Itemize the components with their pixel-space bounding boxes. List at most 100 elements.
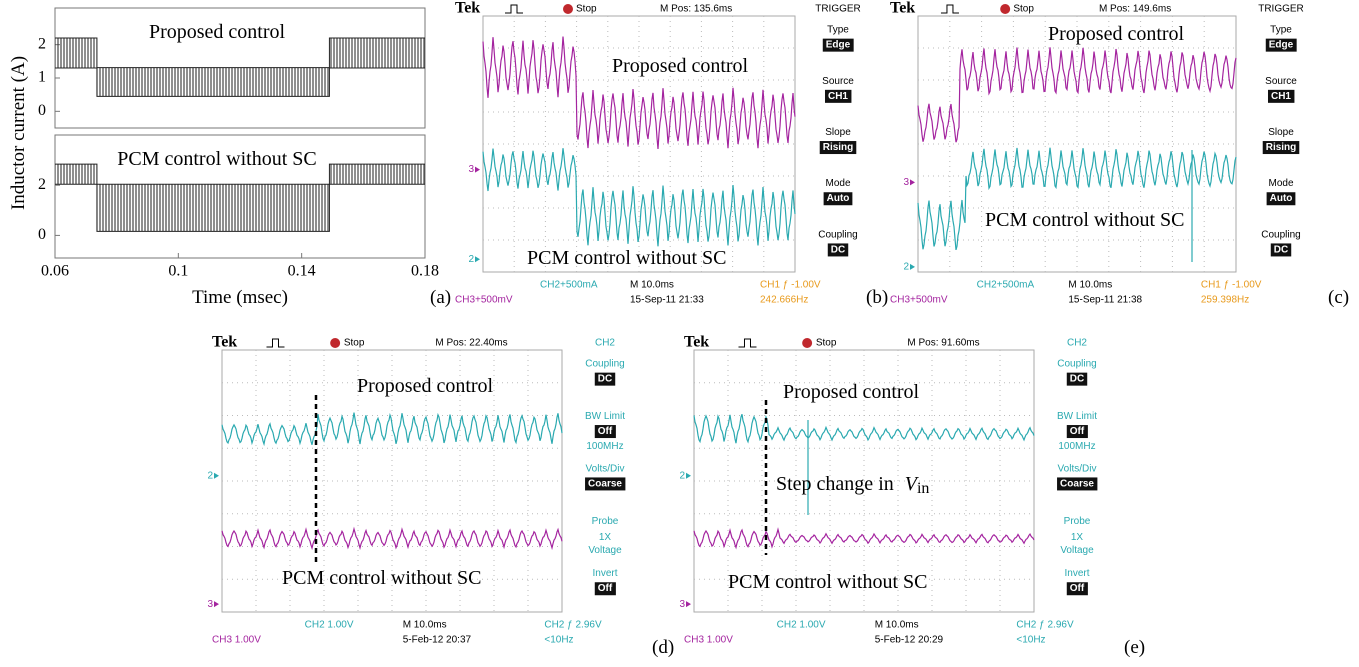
status-readout: <10Hz [1016, 635, 1045, 646]
status-readout: CH2 1.00V [305, 620, 354, 631]
annotation: Proposed control [783, 381, 920, 403]
menu-item-title: BW Limit [1057, 411, 1097, 422]
menu-item-value: Off [1070, 583, 1085, 594]
menu-item-title: Probe [1064, 516, 1091, 527]
trigger-symbol [738, 339, 756, 347]
menu-item-value: Off [1070, 426, 1085, 437]
y-tick-label: 0 [38, 226, 46, 243]
annotation: Proposed control [612, 55, 749, 77]
scope-brand: Tek [684, 334, 709, 351]
status-readout: CH2 ƒ 2.96V [1016, 620, 1074, 631]
channel-marker: 3 [207, 599, 213, 610]
menu-item-value: DC [598, 374, 612, 385]
channel-marker: 2 [207, 470, 213, 481]
y-axis-label: Inductor current (A) [8, 56, 29, 210]
scope-status: Stop [344, 338, 365, 349]
status-readout: M 10.0ms [875, 620, 919, 631]
scope-brand: Tek [890, 0, 915, 17]
status-readout: CH3 1.00V [212, 635, 261, 646]
menu-item-value: Coarse [588, 478, 622, 489]
figure: 0 1 2 Proposed control Inductor current (A) 0… [0, 0, 1359, 667]
annotation: Proposed control [149, 21, 286, 43]
status-readout: 15-Sep-11 21:38 [1068, 295, 1142, 306]
stop-indicator [330, 338, 340, 348]
channel-marker: 2 [903, 262, 909, 273]
channel-marker: 2 [679, 470, 685, 481]
menu-item-title: Mode [1268, 178, 1293, 189]
oscilloscope-screen: TekStopM Pos: 91.60msCH2CouplingDCBW Lim… [679, 334, 1145, 658]
trigger-symbol [266, 339, 284, 347]
menu-item-value: Edge [826, 40, 851, 51]
status-readout: M 10.0ms [630, 280, 674, 291]
ripple-band [55, 164, 425, 231]
menu-item-note: 1X [599, 532, 612, 543]
menu-item-value: CH1 [1271, 91, 1291, 102]
status-readout: CH3+500mV [890, 295, 948, 306]
channel-marker: 3 [468, 164, 474, 175]
menu-item-title: Coupling [1261, 229, 1300, 240]
menu-title: TRIGGER [815, 4, 861, 15]
scope-brand: Tek [212, 334, 237, 351]
menu-title: CH2 [1067, 338, 1087, 349]
menu-item-value: Off [598, 426, 613, 437]
menu-item-title: Volts/Div [586, 463, 625, 474]
menu-item-note: Voltage [1060, 545, 1094, 556]
menu-item-title: Invert [1064, 568, 1089, 579]
menu-item-title: Mode [825, 178, 850, 189]
scope-status: Stop [1013, 4, 1034, 15]
page: Inductor current waveforms html, body { … [0, 0, 1359, 667]
y-tick-label: 0 [38, 102, 46, 119]
annotation: PCM control without SC [282, 567, 481, 589]
status-readout: CH2 ƒ 2.96V [544, 620, 602, 631]
channel-marker: 3 [679, 599, 685, 610]
trigger-symbol [941, 5, 959, 13]
status-readout: 259.398Hz [1201, 295, 1249, 306]
annotation-text: Step change in [776, 473, 899, 495]
scope-position: M Pos: 149.6ms [1099, 4, 1171, 15]
menu-item-value: Coarse [1060, 478, 1094, 489]
status-readout: 5-Feb-12 20:37 [403, 635, 472, 646]
status-readout: <10Hz [544, 635, 573, 646]
menu-item-title: BW Limit [585, 411, 625, 422]
annotation-subscript: in [917, 480, 929, 497]
channel-arrow [214, 601, 219, 607]
channel-arrow [475, 167, 480, 173]
menu-item-title: Volts/Div [1058, 463, 1097, 474]
menu-item-value: Auto [827, 193, 850, 204]
menu-item-value: CH1 [828, 91, 848, 102]
menu-item-title: Source [822, 76, 854, 87]
x-axis-label: Time (msec) [192, 287, 288, 308]
scope-status: Stop [816, 338, 837, 349]
menu-item-title: Probe [592, 516, 619, 527]
status-readout: 5-Feb-12 20:29 [875, 635, 944, 646]
menu-item-note: Voltage [588, 545, 622, 556]
menu-item-title: Type [1270, 25, 1292, 36]
stop-indicator [1000, 4, 1010, 14]
status-readout: 242.666Hz [760, 295, 808, 306]
stop-indicator [802, 338, 812, 348]
menu-item-title: Invert [592, 568, 617, 579]
x-tick-label: 0.1 [168, 263, 188, 280]
status-readout: CH2 1.00V [777, 620, 826, 631]
x-tick-label: 0.06 [41, 263, 69, 280]
menu-item-title: Type [827, 25, 849, 36]
menu-item-title: Coupling [1057, 359, 1096, 370]
x-tick-label: 0.18 [411, 263, 439, 280]
panel-label: (a) [430, 287, 451, 308]
status-readout: CH1 ƒ -1.00V [760, 280, 821, 291]
panel-label: (e) [1124, 637, 1145, 658]
channel-arrow [910, 264, 915, 270]
x-tick-label: 0.14 [288, 263, 316, 280]
menu-item-value: Rising [1266, 142, 1297, 153]
menu-item-title: Slope [825, 127, 851, 138]
y-tick-label: 1 [38, 69, 46, 86]
menu-item-note: 100MHz [1058, 441, 1095, 452]
channel-arrow [214, 473, 219, 479]
trigger-symbol [505, 5, 523, 13]
annotation: PCM control without SC [117, 148, 316, 170]
channel-marker: 2 [468, 254, 474, 265]
panel-label: (d) [652, 637, 674, 658]
y-tick-label: 2 [38, 176, 46, 193]
menu-title: CH2 [595, 338, 615, 349]
